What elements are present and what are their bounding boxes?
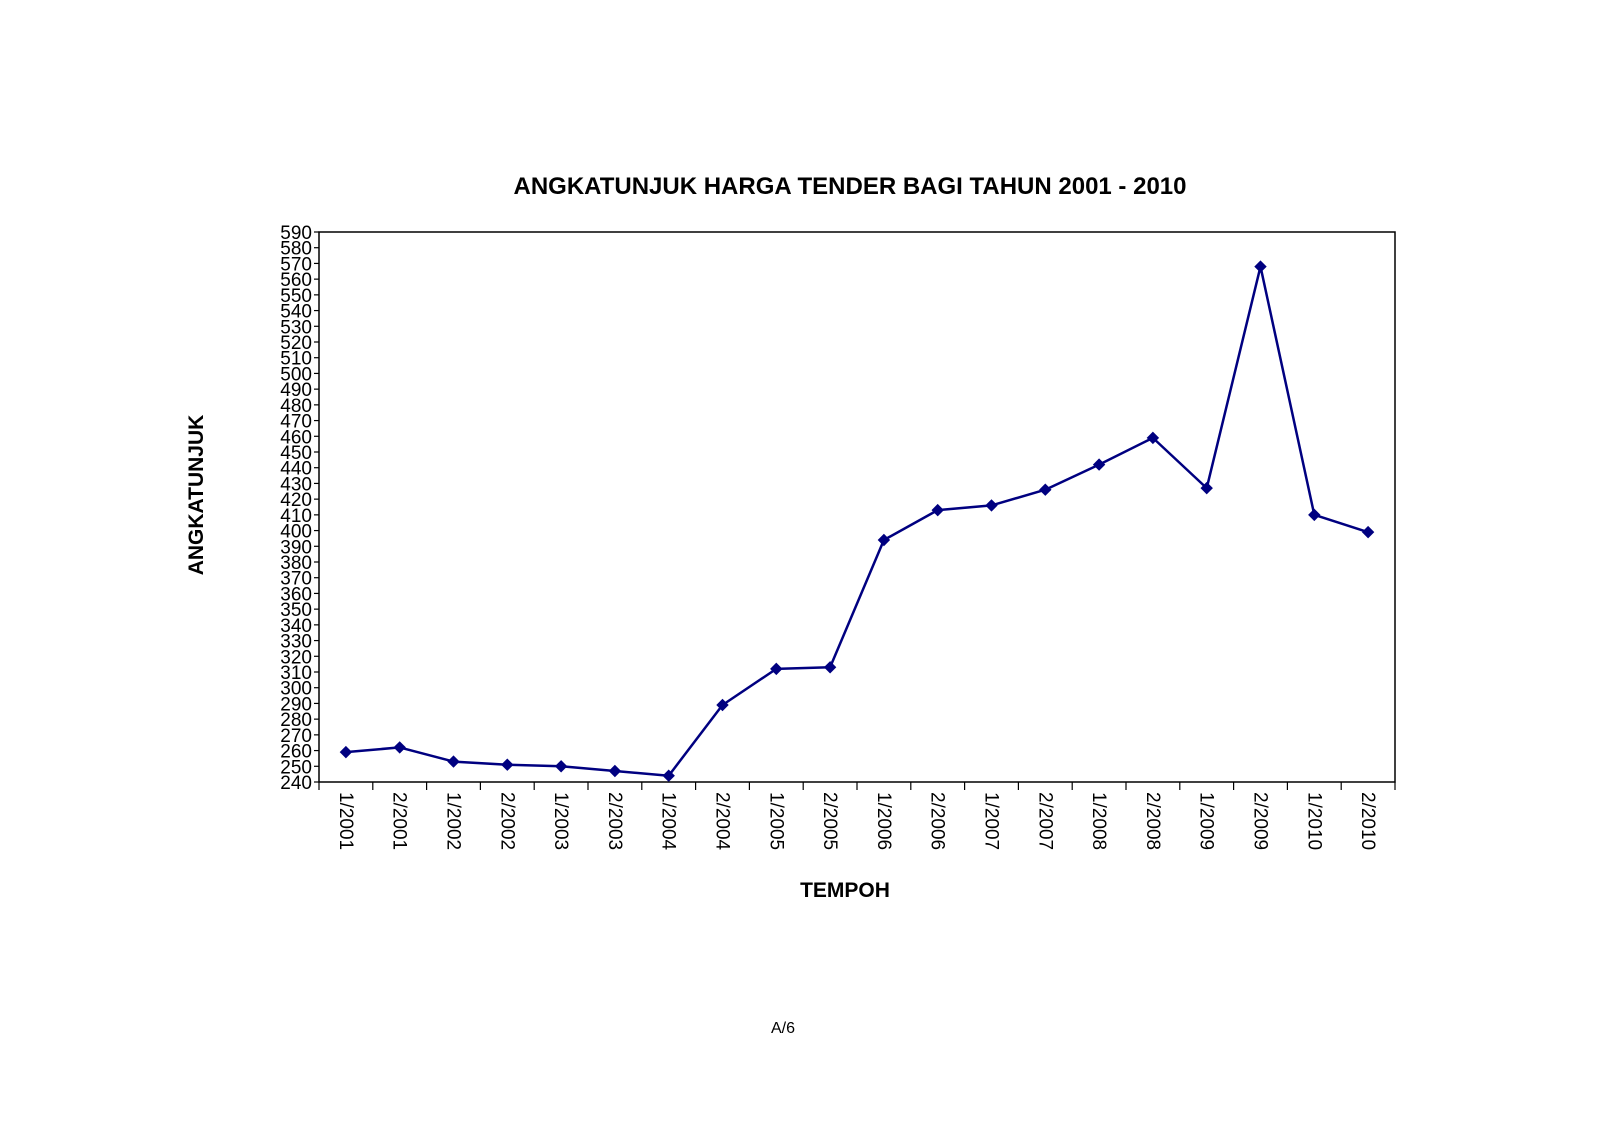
y-tick-label: 450	[280, 443, 312, 464]
data-point-marker	[1146, 431, 1160, 445]
y-tick-label: 260	[280, 742, 312, 763]
x-tick-label: 1/2006	[873, 792, 894, 850]
y-tick-label: 570	[280, 254, 312, 275]
y-tick-label: 560	[280, 270, 312, 291]
data-point-marker	[1254, 260, 1267, 273]
series-line	[345, 265, 1369, 777]
x-tick-label: 2/2002	[496, 792, 517, 850]
x-tick-label: 2/2003	[604, 792, 625, 850]
data-point-marker	[1200, 481, 1213, 495]
data-point-marker	[985, 499, 998, 512]
x-tick-label: 2/2007	[1034, 792, 1055, 850]
y-tick-label: 490	[280, 380, 312, 401]
data-point-marker	[1308, 508, 1321, 522]
data-point-marker	[393, 741, 406, 754]
x-tick-label: 1/2004	[658, 792, 679, 851]
y-tick-label: 430	[280, 474, 312, 495]
y-tick-label: 320	[280, 647, 312, 668]
y-tick-label: 330	[280, 632, 312, 653]
data-point-marker	[770, 662, 783, 676]
y-tick-label: 410	[280, 506, 312, 527]
plot-area: 2402502602702802903003103203303403503603…	[280, 223, 1396, 851]
data-point-marker	[716, 698, 729, 712]
data-point-marker	[931, 503, 944, 517]
data-point-marker	[1361, 525, 1375, 539]
page-number: A/6	[771, 1020, 795, 1037]
x-tick-label: 1/2010	[1303, 792, 1324, 850]
x-tick-label: 1/2005	[765, 792, 786, 850]
x-tick-label: 1/2001	[335, 792, 356, 850]
x-tick-label: 1/2009	[1196, 792, 1217, 850]
y-tick-label: 440	[280, 459, 312, 480]
y-tick-label: 500	[280, 364, 312, 385]
x-tick-label: 2/2005	[819, 792, 840, 850]
y-tick-label: 270	[280, 726, 312, 747]
y-tick-label: 540	[280, 302, 312, 323]
y-tick-label: 420	[280, 490, 312, 511]
x-tick-label: 2/2006	[927, 792, 948, 850]
data-point-marker	[1092, 458, 1106, 471]
data-point-marker	[447, 755, 460, 768]
y-tick-label: 550	[280, 286, 312, 307]
x-tick-label: 2/2010	[1357, 792, 1378, 850]
data-point-marker	[877, 533, 891, 547]
y-tick-label: 510	[280, 349, 312, 370]
y-axis-title: ANGKATUNJUK	[185, 415, 208, 576]
y-tick-label: 590	[280, 223, 312, 244]
x-tick-label: 2/2008	[1142, 792, 1163, 850]
y-tick-label: 360	[280, 584, 312, 605]
y-tick-label: 240	[280, 773, 312, 794]
y-tick-label: 520	[280, 333, 312, 354]
y-tick-label: 280	[280, 710, 312, 731]
x-tick-label: 1/2002	[443, 792, 464, 850]
data-point-marker	[554, 760, 568, 773]
y-tick-label: 460	[280, 427, 312, 448]
x-tick-label: 1/2008	[1088, 792, 1109, 850]
x-tick-label: 2/2001	[389, 792, 410, 850]
data-point-marker	[608, 764, 622, 778]
x-tick-label: 1/2007	[981, 792, 1002, 850]
y-tick-label: 530	[280, 317, 312, 338]
x-tick-label: 2/2009	[1250, 792, 1271, 850]
y-tick-label: 390	[280, 537, 312, 558]
y-tick-label: 400	[280, 522, 312, 543]
y-tick-label: 370	[280, 569, 312, 590]
y-tick-label: 380	[280, 553, 312, 574]
y-tick-label: 470	[280, 412, 312, 433]
chart-title: ANGKATUNJUK HARGA TENDER BAGI TAHUN 2001…	[514, 173, 1187, 200]
y-tick-label: 350	[280, 600, 312, 621]
y-tick-label: 290	[280, 694, 312, 715]
y-tick-label: 310	[280, 663, 312, 684]
data-point-marker	[1039, 483, 1052, 496]
plot-frame	[318, 231, 1396, 783]
x-tick-label: 1/2003	[550, 792, 571, 850]
y-tick-label: 250	[280, 757, 312, 778]
y-tick-label: 340	[280, 616, 312, 637]
y-tick-label: 300	[280, 679, 312, 700]
y-tick-label: 480	[280, 396, 312, 417]
x-tick-label: 2/2004	[712, 792, 733, 851]
data-point-marker	[339, 745, 353, 759]
x-axis-title: TEMPOH	[800, 879, 890, 902]
data-point-marker	[662, 769, 675, 782]
data-point-marker	[823, 661, 837, 674]
data-point-marker	[501, 758, 514, 771]
y-tick-label: 580	[280, 239, 312, 260]
